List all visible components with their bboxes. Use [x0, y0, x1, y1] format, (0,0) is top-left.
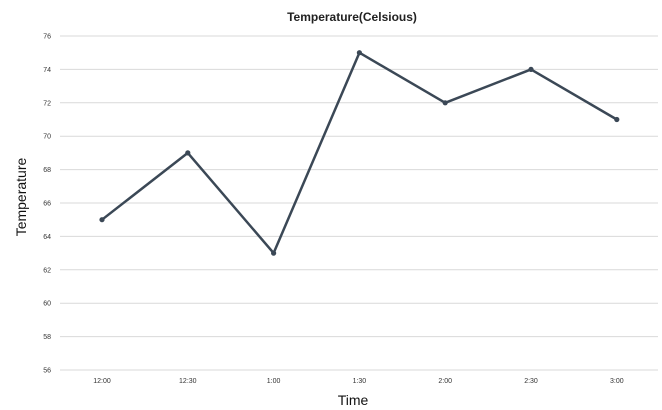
chart-title: Temperature(Celsious) — [287, 10, 417, 24]
x-tick-label: 12:00 — [93, 378, 111, 385]
data-point — [614, 116, 620, 123]
data-point — [442, 100, 448, 106]
x-tick-label: 1:00 — [267, 378, 281, 385]
data-point — [356, 50, 362, 56]
x-tick-label: 3:00 — [610, 378, 624, 385]
data-point — [271, 250, 277, 256]
series-layer — [99, 50, 620, 256]
y-tick-label: 60 — [43, 301, 51, 308]
x-tick-label: 12:30 — [179, 378, 197, 385]
y-tick-label: 72 — [43, 100, 51, 107]
x-tick-label: 1:30 — [353, 378, 367, 385]
y-tick-labels: 56 58 60 62 64 66 68 70 72 74 76 — [43, 34, 51, 375]
y-tick-label: 58 — [43, 334, 51, 341]
y-tick-label: 66 — [43, 201, 51, 208]
y-tick-label: 64 — [43, 234, 51, 241]
y-tick-label: 68 — [43, 167, 51, 174]
x-tick-label: 2:00 — [438, 378, 452, 385]
x-tick-label: 2:30 — [524, 378, 538, 385]
x-axis-label: Time — [338, 392, 369, 408]
x-tick-labels: 12:00 12:30 1:00 1:30 2:00 2:30 3:00 — [93, 378, 623, 385]
y-tick-label: 74 — [43, 67, 51, 74]
data-point — [99, 217, 105, 223]
y-tick-label: 62 — [43, 267, 51, 274]
series-line — [101, 51, 618, 255]
y-tick-label: 76 — [43, 34, 51, 41]
data-point — [528, 66, 534, 72]
y-axis-label: Temperature — [13, 157, 29, 236]
y-tick-label: 56 — [43, 368, 51, 375]
gridlines — [60, 35, 658, 371]
y-tick-label: 70 — [43, 134, 51, 141]
data-point — [185, 150, 191, 156]
